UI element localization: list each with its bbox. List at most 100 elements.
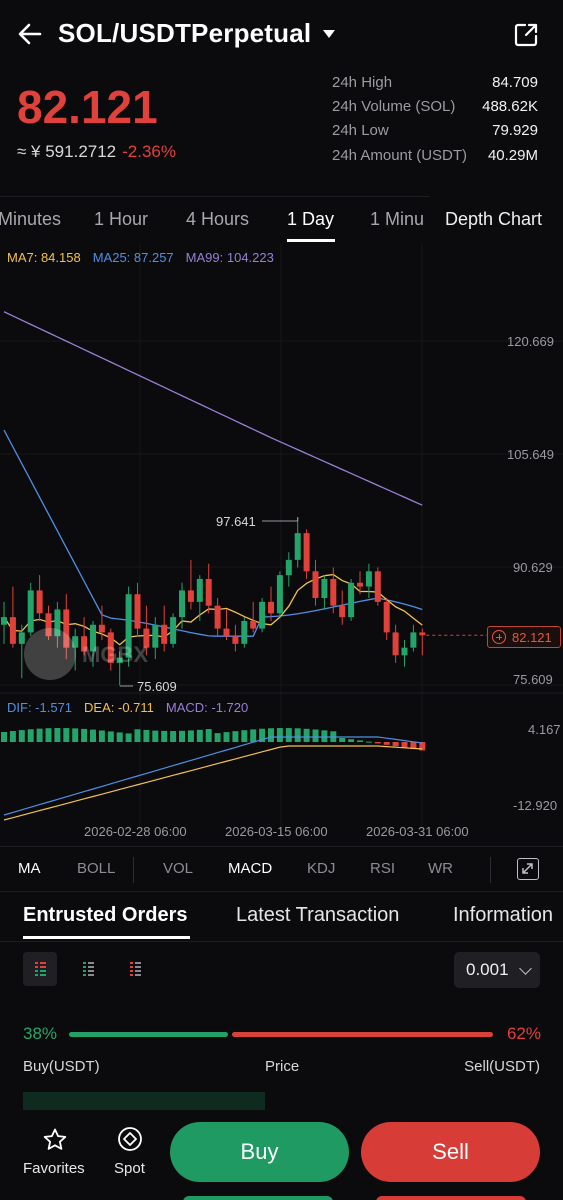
book-view-buy-button[interactable] (71, 952, 105, 986)
kline-chart[interactable] (0, 244, 563, 844)
tab-interval-1h[interactable]: 1 Hour (94, 209, 149, 229)
macd-bar (392, 742, 399, 747)
macd-bar (143, 730, 150, 742)
tab-latest-transaction[interactable]: Latest Transaction (236, 904, 400, 926)
precision-select[interactable]: 0.001 (454, 952, 540, 988)
macd-bar (81, 728, 88, 742)
ma7-value: MA7: 84.158 (7, 250, 81, 265)
y-tick: 120.669 (507, 334, 554, 349)
buy-button[interactable]: Buy (170, 1122, 349, 1182)
sell-ratio-bar (232, 1032, 493, 1037)
candle-body (276, 575, 283, 614)
macd-bar (374, 742, 381, 744)
macd-legend: DIF: -1.571 DEA: -0.711 MACD: -1.720 (7, 700, 260, 715)
candle-body (223, 628, 230, 637)
tab-interval-minutes[interactable]: Minutes (0, 209, 62, 229)
candle-body (250, 620, 257, 629)
spot-label[interactable]: Spot (114, 1160, 145, 1177)
dif-value: DIF: -1.571 (7, 700, 73, 715)
expand-icon[interactable] (517, 858, 539, 880)
candle-body (365, 571, 372, 587)
price-change: -2.36% (122, 142, 177, 161)
tab-entrusted-orders[interactable]: Entrusted Orders (23, 904, 188, 926)
candle-body (9, 617, 16, 644)
book-view-both-button[interactable] (23, 952, 57, 986)
macd-bar (303, 728, 310, 742)
cny-price-line: ≈ ¥ 591.2712 -2.36% (17, 142, 176, 162)
candle-body (383, 601, 390, 633)
watermark: MGBX (24, 628, 184, 680)
caret-down-icon[interactable] (322, 28, 336, 40)
candle-body (27, 590, 34, 633)
tab-indicator-wr[interactable]: WR (428, 860, 453, 877)
tab-indicator-vol[interactable]: VOL (163, 860, 194, 877)
macd-bar (54, 728, 61, 742)
macd-bar (339, 738, 346, 742)
macd-bar (18, 730, 25, 742)
candle-body (294, 533, 301, 560)
candle-body (18, 632, 25, 644)
ma-legend: MA7: 84.158 MA25: 87.257 MA99: 104.223 (7, 250, 286, 265)
candle-body (214, 605, 221, 629)
stat-label: 24h Volume (SOL) (332, 98, 456, 116)
macd-bar (357, 740, 363, 742)
low-annotation: 75.609 (137, 679, 177, 694)
star-icon[interactable] (42, 1127, 68, 1153)
tab-information[interactable]: Information (453, 904, 554, 926)
watermark-text: MGBX (82, 642, 148, 667)
favorites-label[interactable]: Favorites (23, 1160, 85, 1177)
dea-value: DEA: -0.711 (84, 700, 154, 715)
next-sell-button-peek (376, 1196, 526, 1200)
macd-bar (125, 733, 132, 742)
order-tabs: Entrusted Orders Latest Transaction Info… (0, 892, 563, 942)
interval-tabs: Minutes 1 Hour 4 Hours 1 Day 1 Minu (0, 196, 563, 244)
tab-indicator-boll[interactable]: BOLL (77, 860, 116, 877)
current-price-label: 82.121 (512, 629, 552, 645)
tab-interval-1m[interactable]: 1 Minu (370, 209, 425, 229)
macd-bar (27, 729, 34, 742)
pair-title[interactable]: SOL/USDTPerpetual (58, 18, 312, 48)
candle-body (1, 617, 7, 625)
macd-bar (36, 728, 43, 742)
stat-label: 24h Low (332, 122, 389, 140)
tab-indicator-rsi[interactable]: RSI (370, 860, 396, 877)
macd-tick: 4.167 (528, 722, 561, 737)
macd-bar (187, 730, 194, 742)
candle-body (303, 533, 310, 572)
tab-indicator-macd[interactable]: MACD (228, 860, 273, 877)
share-icon[interactable] (512, 21, 540, 49)
macd-bar (63, 728, 70, 742)
macd-bar (294, 728, 301, 742)
candle-body (410, 632, 417, 648)
depth-chart-label: Depth Chart (445, 209, 543, 229)
macd-bar (410, 742, 417, 749)
depth-chart-tab[interactable]: Depth Chart (430, 196, 563, 244)
tab-interval-4h[interactable]: 4 Hours (186, 209, 250, 229)
stat-row: 24h Low 79.929 (332, 119, 538, 143)
spot-icon[interactable] (117, 1126, 143, 1152)
current-price-tag[interactable]: 82.121 (487, 626, 561, 648)
cny-price: ≈ ¥ 591.2712 (17, 142, 117, 161)
candle-body (170, 617, 177, 644)
macd-bar (419, 742, 426, 751)
candle-body (330, 578, 337, 606)
candle-body (401, 647, 408, 656)
book-view-sell-button[interactable] (118, 952, 152, 986)
tab-interval-1d[interactable]: 1 Day (287, 209, 335, 229)
tab-indicator-kdj[interactable]: KDJ (307, 860, 336, 877)
stat-label: 24h Amount (USDT) (332, 146, 468, 164)
24h-stats: 24h High 84.709 24h Volume (SOL) 488.62K 2… (332, 70, 538, 168)
divider (133, 857, 134, 883)
precision-value: 0.001 (466, 960, 509, 979)
tab-indicator-ma[interactable]: MA (18, 860, 41, 877)
candle-body (205, 578, 212, 606)
book-sell-icon (130, 962, 141, 976)
ma99-value: MA99: 104.223 (185, 250, 274, 265)
back-arrow-icon[interactable] (16, 20, 44, 48)
macd-bar (205, 729, 212, 742)
macd-bar (90, 729, 96, 742)
macd-bar (179, 730, 185, 742)
macd-bar (72, 728, 79, 742)
sell-button[interactable]: Sell (361, 1122, 540, 1182)
high-annotation: 97.641 (216, 514, 256, 529)
